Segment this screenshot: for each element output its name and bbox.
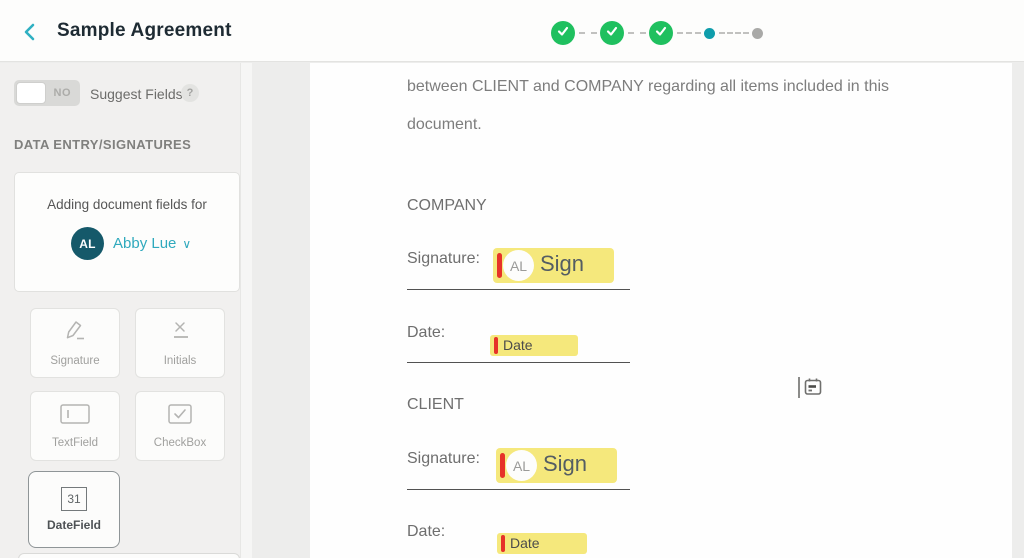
section-heading-client: CLIENT: [407, 396, 464, 413]
avatar: AL: [71, 227, 104, 260]
date-field-client[interactable]: Date: [497, 533, 587, 554]
stepper-step-4-current[interactable]: [704, 27, 715, 39]
date-field-text: Date: [510, 535, 540, 551]
required-marker: [500, 453, 505, 478]
stepper-connector: [719, 32, 749, 34]
date-line: [407, 362, 630, 363]
paragraph-line: between CLIENT and COMPANY regarding all…: [407, 78, 890, 95]
signature-line: [407, 489, 630, 490]
signature-label: Signature:: [407, 450, 480, 467]
document-page[interactable]: [310, 63, 1012, 558]
required-marker: [494, 337, 498, 354]
sign-field-text: Sign: [540, 251, 585, 276]
textfield-icon: [59, 403, 91, 430]
assignee-panel-title: Adding document fields for: [47, 197, 207, 212]
date-field-text: Date: [503, 337, 533, 353]
suggest-fields-toggle[interactable]: NO: [14, 80, 80, 106]
check-icon: [654, 24, 668, 43]
field-button-label: TextField: [51, 437, 99, 449]
field-button-label: CheckBox: [153, 437, 207, 449]
toggle-state-label: NO: [53, 87, 71, 99]
field-button-textfield[interactable]: TextField: [30, 391, 120, 461]
suggest-fields-label: Suggest Fields: [90, 86, 183, 102]
assignee-name: Abby Lue: [113, 235, 177, 252]
field-button-signature[interactable]: Signature: [30, 308, 120, 378]
chevron-left-icon: [16, 23, 44, 50]
sign-field-text: Sign: [543, 451, 588, 476]
help-icon[interactable]: ?: [181, 84, 199, 102]
stepper-step-1-complete[interactable]: [551, 21, 575, 45]
date-field-company[interactable]: Date: [490, 335, 578, 356]
sidebar-section-title: DATA ENTRY/SIGNATURES: [14, 137, 192, 152]
chevron-down-icon: ∨: [182, 237, 192, 251]
checkbox-icon: [165, 403, 195, 430]
calendar-icon: [804, 377, 823, 402]
signature-field-client[interactable]: AL Sign: [496, 448, 617, 483]
field-button-datefield[interactable]: 31 DateField: [28, 471, 120, 548]
stepper-connector: [677, 32, 701, 34]
stepper-step-2-complete[interactable]: [600, 21, 624, 45]
text-cursor-icon: [798, 377, 800, 398]
assignee-dropdown[interactable]: Abby Lue ∨: [113, 235, 191, 252]
field-button-label: Signature: [50, 355, 100, 367]
assignee-panel: Adding document fields for AL Abby Lue ∨: [14, 172, 240, 292]
initials-icon: [166, 319, 194, 348]
stepper-step-5-upcoming[interactable]: [752, 27, 763, 39]
check-icon: [605, 24, 619, 43]
assignee-badge: AL: [503, 250, 534, 281]
required-marker: [501, 535, 505, 552]
field-button-initials[interactable]: Initials: [135, 308, 225, 378]
signature-label: Signature:: [407, 250, 480, 267]
pen-icon: [61, 319, 89, 348]
document-canvas: [252, 63, 1024, 558]
stepper-connector: [579, 32, 597, 34]
field-button-checkbox[interactable]: CheckBox: [135, 391, 225, 461]
date-label: Date:: [407, 523, 446, 540]
required-marker: [497, 253, 502, 278]
document-paragraph: between CLIENT and COMPANY regarding all…: [407, 68, 947, 144]
back-button[interactable]: [16, 18, 44, 46]
check-icon: [556, 24, 570, 43]
section-heading-company: COMPANY: [407, 197, 487, 214]
assignee-badge: AL: [506, 450, 537, 481]
toggle-knob: [16, 82, 46, 104]
stepper-step-3-complete[interactable]: [649, 21, 673, 45]
header: Sample Agreement: [0, 0, 1024, 62]
next-panel-edge: [18, 553, 240, 558]
signature-field-company[interactable]: AL Sign: [493, 248, 614, 283]
datefield-drag-cursor: [798, 375, 824, 399]
paragraph-line: document.: [407, 116, 482, 133]
calendar-31-icon: 31: [61, 487, 87, 511]
page-title: Sample Agreement: [57, 20, 232, 41]
sidebar-scrollbar[interactable]: [240, 63, 252, 558]
field-button-label: DateField: [46, 518, 101, 532]
field-button-label: Initials: [163, 355, 197, 367]
signature-line: [407, 289, 630, 290]
date-label: Date:: [407, 324, 446, 341]
stepper-connector: [628, 32, 646, 34]
